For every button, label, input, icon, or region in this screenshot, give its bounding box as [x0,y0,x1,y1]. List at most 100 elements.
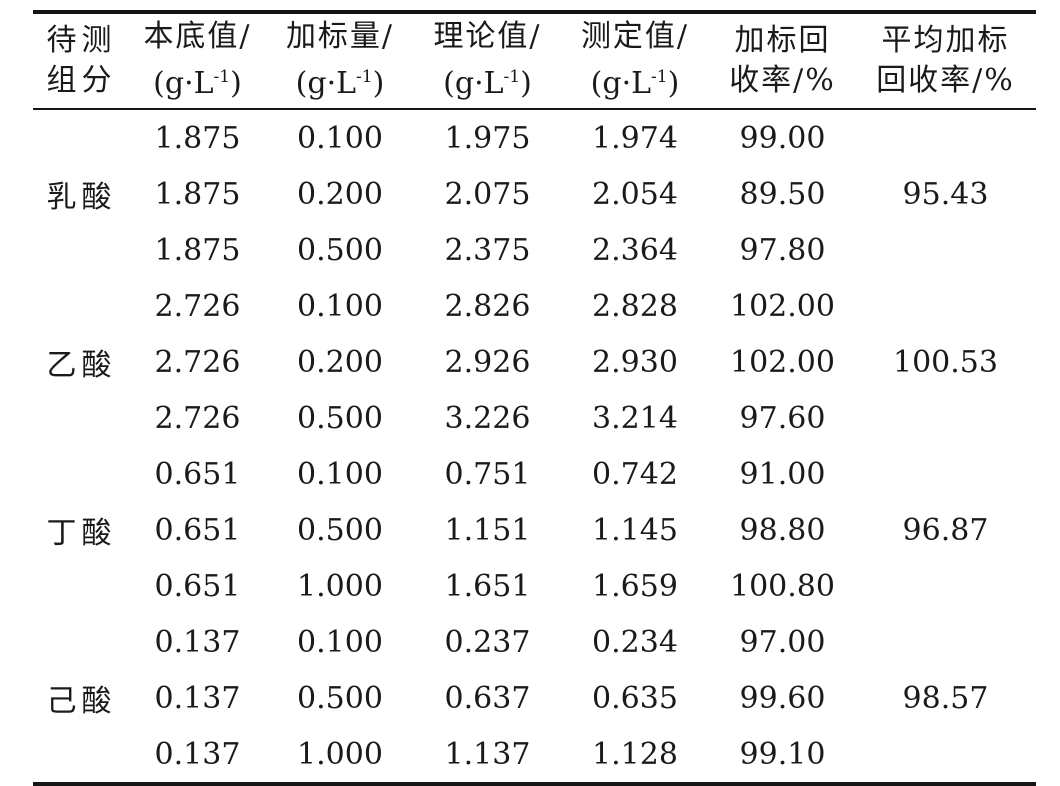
table-row: 0.651 0.500 1.151 1.145 98.80 [33,502,1036,558]
header-avg-recovery-line2: 回收率/% [876,62,1015,98]
header-row: 待测 组分 本底值/ (g·L-1) 加标量/ (g·L-1) 理论值/ (g·… [33,12,1036,109]
value-cell: 102.00 [730,344,835,380]
value-cell: 0.237 [444,624,531,660]
value-cell: 0.200 [297,176,383,212]
average-cell: 98.57 [902,680,989,716]
average-cell: 100.53 [893,344,998,380]
component-cell: 己酸 [46,684,117,719]
value-cell: 99.00 [739,120,826,156]
value-cell: 89.50 [739,176,826,212]
component-cell: 乙酸 [46,348,117,383]
table-row: 己酸 0.137 0.100 0.237 0.234 97.00 98.57 [33,614,1036,720]
spike-recovery-table: 待测 组分 本底值/ (g·L-1) 加标量/ (g·L-1) 理论值/ (g·… [33,10,1036,786]
value-cell: 0.651 [154,456,241,492]
value-cell: 0.137 [154,680,241,716]
value-cell: 0.651 [154,512,241,548]
table-row: 0.137 0.500 0.637 0.635 99.60 [33,670,1036,726]
component-cell: 丁酸 [46,516,117,551]
value-cell: 1.651 [444,568,531,604]
value-cell: 97.00 [739,624,826,660]
value-cell: 99.10 [739,736,826,772]
table-row: 丁酸 0.651 0.100 0.751 0.742 91.00 96.87 [33,446,1036,552]
unit-exponent: -1 [356,67,373,87]
value-cell: 0.100 [297,624,383,660]
header-background-value: 本底值/ (g·L-1) [130,12,265,109]
header-avg-recovery-line1: 平均加标 [881,22,1010,58]
value-cell: 0.234 [592,624,678,660]
header-component: 待测 组分 [33,12,130,109]
value-cell: 0.137 [154,624,241,660]
table-row: 2.726 0.500 3.226 3.214 97.60 [33,390,1036,446]
value-cell: 0.500 [297,400,383,436]
unit-prefix: (g·L [153,66,214,101]
value-cell: 2.375 [444,232,531,268]
value-cell: 0.651 [154,568,241,604]
component-cell: 乳酸 [46,180,117,215]
value-cell: 2.828 [592,288,678,324]
value-cell: 2.726 [154,400,241,436]
table-row: 0.651 1.000 1.651 1.659 100.80 [33,558,1036,614]
value-cell: 1.145 [592,512,678,548]
value-cell: 0.137 [154,736,241,772]
header-measured-unit: (g·L-1) [560,57,710,104]
value-cell: 0.635 [592,680,678,716]
header-measured-value: 测定值/ (g·L-1) [560,12,710,109]
value-cell: 102.00 [730,288,835,324]
table-row: 2.726 0.200 2.926 2.930 102.00 [33,334,1036,390]
value-cell: 0.100 [297,120,383,156]
value-cell: 99.60 [739,680,826,716]
unit-suffix: ) [372,66,385,101]
value-cell: 1.975 [444,120,531,156]
value-cell: 1.875 [154,120,241,156]
header-theoretical-label: 理论值/ [433,19,542,54]
unit-exponent: -1 [651,67,668,87]
value-cell: 0.100 [297,288,383,324]
table-row: 1.875 0.500 2.375 2.364 97.80 [33,222,1036,278]
value-cell: 0.637 [444,680,531,716]
value-cell: 0.742 [592,456,678,492]
value-cell: 1.974 [592,120,678,156]
header-avg-recovery-rate: 平均加标 回收率/% [855,12,1036,109]
value-cell: 2.075 [444,176,531,212]
header-recovery-line2: 收率/% [729,62,836,98]
header-recovery-rate: 加标回 收率/% [710,12,855,109]
value-cell: 2.826 [444,288,531,324]
value-cell: 98.80 [739,512,826,548]
value-cell: 1.000 [297,736,383,772]
table-row: 乙酸 2.726 0.100 2.826 2.828 102.00 100.53 [33,278,1036,384]
header-spike-unit: (g·L-1) [265,57,415,104]
header-component-line1: 待测 [46,22,117,58]
header-recovery-line1: 加标回 [734,22,831,58]
value-cell: 2.054 [592,176,678,212]
unit-prefix: (g·L [590,66,652,101]
unit-suffix: ) [520,66,532,101]
value-cell: 1.659 [592,568,678,604]
value-cell: 2.726 [154,344,241,380]
header-background-label: 本底值/ [143,19,252,54]
value-cell: 0.500 [297,232,383,268]
value-cell: 0.200 [297,344,383,380]
header-theoretical-unit: (g·L-1) [415,57,560,104]
header-theoretical-value: 理论值/ (g·L-1) [415,12,560,109]
value-cell: 1.875 [154,176,241,212]
data-table: 待测 组分 本底值/ (g·L-1) 加标量/ (g·L-1) 理论值/ (g·… [33,10,1036,786]
value-cell: 0.500 [297,512,383,548]
value-cell: 1.875 [154,232,241,268]
value-cell: 2.364 [592,232,678,268]
value-cell: 0.100 [297,456,383,492]
table-row: 乳酸 1.875 0.100 1.975 1.974 99.00 95.43 [33,109,1036,216]
value-cell: 1.128 [592,736,678,772]
value-cell: 1.000 [297,568,383,604]
value-cell: 0.500 [297,680,383,716]
value-cell: 0.751 [444,456,531,492]
average-cell: 95.43 [902,176,989,212]
value-cell: 1.151 [444,512,531,548]
value-cell: 97.60 [739,400,826,436]
value-cell: 100.80 [730,568,835,604]
average-cell: 96.87 [902,512,989,548]
value-cell: 2.726 [154,288,241,324]
table-row: 0.137 1.000 1.137 1.128 99.10 [33,726,1036,784]
header-spike-label: 加标量/ [285,19,395,54]
header-component-line2: 组分 [46,62,117,98]
value-cell: 3.214 [592,400,678,436]
